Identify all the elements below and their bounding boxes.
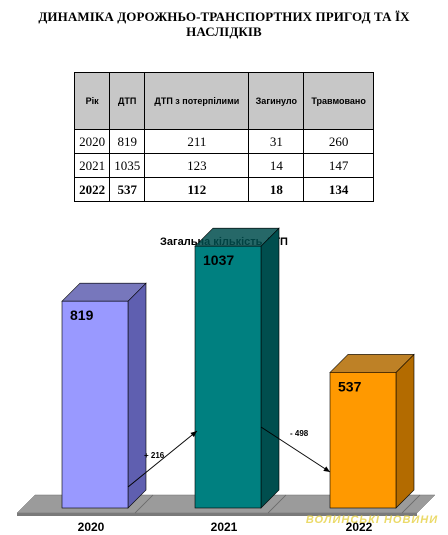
cell-accidents-with-victims: 211 [144, 129, 250, 154]
x-tick-label: 2022 [346, 520, 373, 534]
col-header-year: Рік [73, 72, 111, 130]
bar-2021 [194, 245, 262, 509]
col-header-accidents: ДТП [109, 72, 146, 130]
cell-killed: 18 [248, 177, 305, 202]
bar-side-2021 [260, 227, 280, 509]
x-tick-label: 2020 [78, 520, 105, 534]
x-tick-label: 2021 [211, 520, 238, 534]
table-row: 2022 537 112 18 134 [73, 177, 374, 202]
cell-injured: 147 [303, 153, 374, 178]
change-annotation: + 216 [144, 451, 165, 460]
floor-divider [401, 494, 421, 514]
floor-divider [267, 494, 287, 514]
floor-divider [134, 494, 154, 514]
accident-stats-table: Рік ДТП ДТП з потерпілими Загинуло Травм… [73, 72, 374, 202]
change-arrow-2020-2021 [127, 430, 198, 488]
chart-floor-edge [17, 513, 417, 516]
change-annotation: - 498 [290, 429, 309, 438]
bar-2020 [61, 300, 129, 509]
bar-2022 [329, 372, 397, 509]
data-label-2020: 819 [70, 307, 94, 323]
table-row: 2021 1035 123 14 147 [73, 153, 374, 178]
col-header-killed: Загинуло [248, 72, 305, 130]
table-row: 2020 819 211 31 260 [73, 129, 374, 154]
data-label-2021: 1037 [203, 252, 234, 268]
cell-year: 2022 [73, 177, 111, 202]
table-header-row: Рік ДТП ДТП з потерпілими Загинуло Травм… [73, 72, 374, 130]
cell-accidents: 819 [109, 129, 146, 154]
change-arrow-2021-2022 [260, 426, 331, 473]
data-label-2022: 537 [338, 378, 362, 394]
cell-accidents-with-victims: 112 [144, 177, 250, 202]
cell-accidents: 1035 [109, 153, 146, 178]
cell-year: 2020 [73, 129, 111, 154]
cell-injured: 134 [303, 177, 374, 202]
cell-accidents: 537 [109, 177, 146, 202]
cell-accidents-with-victims: 123 [144, 153, 250, 178]
page-title: ДИНАМІКА ДОРОЖНЬО-ТРАНСПОРТНИХ ПРИГОД ТА… [38, 9, 410, 39]
col-header-accidents-with-victims: ДТП з потерпілими [144, 72, 250, 130]
cell-injured: 260 [303, 129, 374, 154]
bar-side-2022 [395, 353, 415, 509]
watermark: ВОЛИНСЬКІ НОВИНИ [305, 514, 439, 526]
